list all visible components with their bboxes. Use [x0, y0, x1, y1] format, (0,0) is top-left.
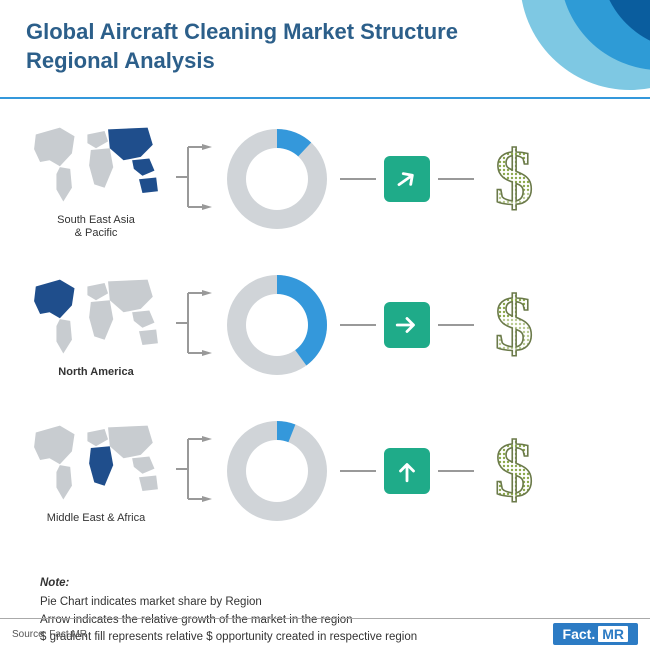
donut-chart — [222, 270, 332, 380]
dollar-wrap: $ $ — [486, 424, 542, 519]
bracket — [174, 127, 214, 232]
arrow-icon — [389, 161, 425, 197]
arrow-icon — [394, 458, 420, 484]
note-title: Note: — [40, 575, 620, 592]
bracket-connector — [174, 419, 214, 519]
region-row: South East Asia& Pacific — [26, 119, 624, 239]
bracket — [174, 273, 214, 378]
world-map-icon — [26, 271, 166, 357]
svg-text:$: $ — [495, 280, 534, 367]
note-line: Pie Chart indicates market share by Regi… — [40, 594, 620, 611]
region-label: Middle East & Africa — [26, 512, 166, 525]
dollar-wrap: $ $ — [486, 132, 542, 227]
donut-chart — [222, 416, 332, 526]
region-row: North America — [26, 265, 624, 385]
title-line-1: Global Aircraft Cleaning Market Structur… — [26, 18, 624, 47]
connector-line — [438, 178, 474, 180]
connector-line — [438, 324, 474, 326]
footer: Source: Fact.MR Fact.MR — [0, 618, 650, 649]
region-row: Middle East & Africa — [26, 411, 624, 531]
map-block: Middle East & Africa — [26, 417, 166, 525]
connector-line — [438, 470, 474, 472]
bracket-connector — [174, 273, 214, 373]
donut-chart — [222, 124, 332, 234]
dollar-icon: $ $ — [486, 132, 542, 222]
logo-main: Fact. — [563, 626, 596, 642]
donut-wrap — [222, 124, 332, 234]
growth-arrow-box — [384, 302, 430, 348]
region-label: South East Asia& Pacific — [26, 214, 166, 240]
svg-text:$: $ — [495, 134, 534, 221]
map-block: North America — [26, 271, 166, 379]
bracket — [174, 419, 214, 524]
source-text: Source: Fact.MR — [12, 629, 87, 640]
world-map-icon — [26, 119, 166, 205]
header: Global Aircraft Cleaning Market Structur… — [0, 0, 650, 99]
svg-text:$: $ — [495, 426, 534, 513]
connector-line — [340, 324, 376, 326]
arrow-icon — [394, 312, 420, 338]
region-label: North America — [26, 366, 166, 379]
bracket-connector — [174, 127, 214, 227]
page-title: Global Aircraft Cleaning Market Structur… — [26, 18, 624, 75]
region-rows: South East Asia& Pacific — [0, 99, 650, 565]
brand-logo: Fact.MR — [553, 623, 638, 645]
logo-sub: MR — [598, 626, 628, 642]
map-block: South East Asia& Pacific — [26, 119, 166, 240]
dollar-icon: $ $ — [486, 278, 542, 368]
title-line-2: Regional Analysis — [26, 47, 624, 76]
world-map-icon — [26, 417, 166, 503]
donut-wrap — [222, 270, 332, 380]
growth-arrow-box — [384, 156, 430, 202]
dollar-icon: $ $ — [486, 424, 542, 514]
connector-line — [340, 178, 376, 180]
donut-wrap — [222, 416, 332, 526]
connector-line — [340, 470, 376, 472]
dollar-wrap: $ $ — [486, 278, 542, 373]
growth-arrow-box — [384, 448, 430, 494]
